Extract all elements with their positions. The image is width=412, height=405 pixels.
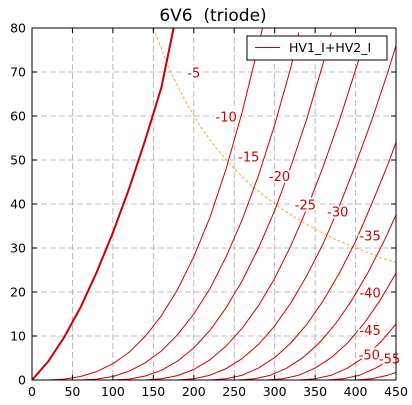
- curve-label: -5: [187, 67, 200, 82]
- plate-curve-vg-20: [32, 38, 366, 380]
- plate-curves: [32, 28, 396, 380]
- y-tick-label: 40: [10, 197, 26, 212]
- x-tick-label: 200: [182, 384, 206, 399]
- x-tick-label: 150: [141, 384, 165, 399]
- curve-label: -50: [359, 348, 380, 363]
- plate-curve-vg-55: [32, 372, 396, 380]
- curve-label: -45: [359, 324, 380, 339]
- x-tick-label: 450: [384, 384, 408, 399]
- curve-label: -20: [269, 170, 290, 185]
- y-tick-label: 60: [10, 109, 26, 124]
- x-tick-label: 300: [263, 384, 287, 399]
- curve-label: -35: [359, 230, 380, 245]
- curve-labels: -5 -10 -15 -20 -25 -30 -35 -40 -45 -50-55: [185, 65, 402, 370]
- y-tick-label: 50: [10, 153, 26, 168]
- chart-title: 6V6 (triode): [159, 6, 266, 26]
- y-tick-label: 10: [10, 329, 26, 344]
- curve-label: -25: [295, 199, 316, 214]
- plate-curve-vg-10: [32, 32, 300, 380]
- axis-ticks: 0 50 100 150 200 250 300 350 400 450 0 10 20 30 40 50 60…: [10, 21, 408, 400]
- y-tick-label: 0: [18, 373, 26, 388]
- plate-curve-vg0: [32, 28, 175, 380]
- plate-curve-vg-15: [32, 32, 332, 380]
- curve-label: -55: [379, 353, 400, 368]
- plate-curve-vg-30: [32, 142, 396, 380]
- x-tick-label: 0: [28, 384, 36, 399]
- legend: HV1_I+HV2_I: [246, 35, 388, 61]
- x-tick-label: 250: [222, 384, 246, 399]
- plate-curve-vg-40: [32, 272, 396, 380]
- plate-curve-vg-45: [32, 323, 396, 380]
- y-tick-label: 20: [10, 285, 26, 300]
- x-tick-label: 350: [303, 384, 327, 399]
- plate-curve-vg-25: [32, 45, 396, 380]
- curve-label: -10: [216, 111, 237, 126]
- plate-curve-vg-35: [32, 214, 396, 380]
- plate-curve-vg-50: [32, 355, 396, 380]
- curve-label: -15: [238, 150, 259, 165]
- x-tick-label: 100: [101, 384, 125, 399]
- dissipation-line: [152, 28, 396, 263]
- legend-label: HV1_I+HV2_I: [289, 40, 371, 55]
- plate-curve-vg-5: [32, 28, 263, 380]
- y-tick-label: 70: [10, 65, 26, 80]
- dissipation-curve: [152, 28, 396, 263]
- x-tick-label: 400: [344, 384, 368, 399]
- curve-label: -30: [327, 205, 348, 220]
- curve-label: -40: [359, 287, 380, 302]
- y-tick-label: 80: [10, 21, 26, 36]
- x-tick-label: 50: [64, 384, 80, 399]
- y-tick-label: 30: [10, 241, 26, 256]
